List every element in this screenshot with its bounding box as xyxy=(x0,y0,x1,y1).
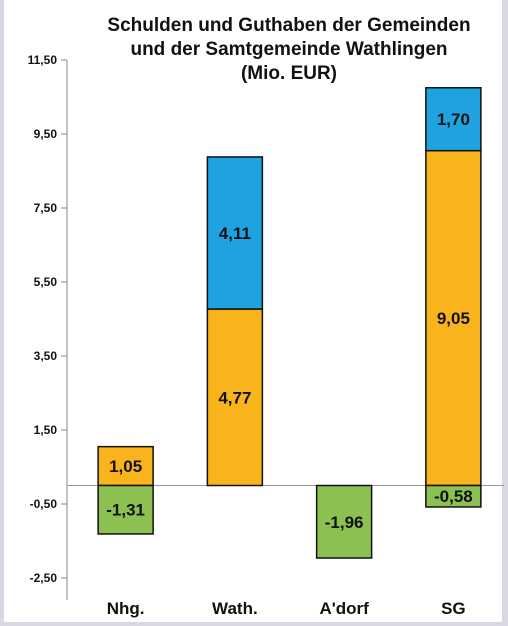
y-tick-label: -2,50 xyxy=(30,571,58,585)
chart-title-line: und der Samtgemeinde Wathlingen xyxy=(130,39,447,60)
bar-value-label: 1,70 xyxy=(437,110,470,129)
bar-value-label: -0,58 xyxy=(434,487,473,506)
bar-segment xyxy=(425,87,482,152)
y-tick-label: 7,50 xyxy=(34,201,58,215)
bar-value-label: 9,05 xyxy=(437,309,470,328)
bar-value-label: -1,31 xyxy=(106,501,145,520)
chart-title: Schulden und Guthaben der Gemeinden und … xyxy=(107,15,470,84)
y-tick-label: -0,50 xyxy=(30,497,58,511)
bar-value-label: 1,05 xyxy=(109,457,142,476)
bar-segment xyxy=(425,484,482,508)
x-category-label: Wath. xyxy=(212,599,258,618)
bar-segment xyxy=(97,445,154,487)
y-tick-label: 11,50 xyxy=(28,53,58,67)
y-tick-label: 5,50 xyxy=(34,275,58,289)
bar-segment xyxy=(97,484,154,535)
bar-value-label: -1,96 xyxy=(325,513,364,532)
bar-value-label: 4,11 xyxy=(219,224,251,243)
chart-title-line: (Mio. EUR) xyxy=(241,63,337,84)
bar-segment xyxy=(206,308,264,487)
y-axis-ticks: -2,50 -0,50 1,50 3,50 5,50 7,50 9,50 11,50 xyxy=(28,53,67,585)
bar-chart: Schulden und Guthaben der Gemeinden und … xyxy=(28,15,504,618)
bar-segment xyxy=(206,156,264,310)
x-category-label: A'dorf xyxy=(319,599,369,618)
category-labels: Nhg. Wath. A'dorf SG xyxy=(107,599,466,618)
bars-group: 1,05 -1,31 4,77 4,11 -1,96 9,05 1,70 -0,58 xyxy=(97,87,482,559)
y-tick-label: 3,50 xyxy=(34,349,58,363)
y-tick-label: 1,50 xyxy=(34,423,58,437)
x-category-label: SG xyxy=(441,599,466,618)
x-category-label: Nhg. xyxy=(107,599,145,618)
chart-title-line: Schulden und Guthaben der Gemeinden xyxy=(107,15,470,36)
bar-value-label: 4,77 xyxy=(218,388,251,407)
y-tick-label: 9,50 xyxy=(34,127,58,141)
bar-segment xyxy=(425,149,482,487)
bar-segment xyxy=(315,484,373,559)
